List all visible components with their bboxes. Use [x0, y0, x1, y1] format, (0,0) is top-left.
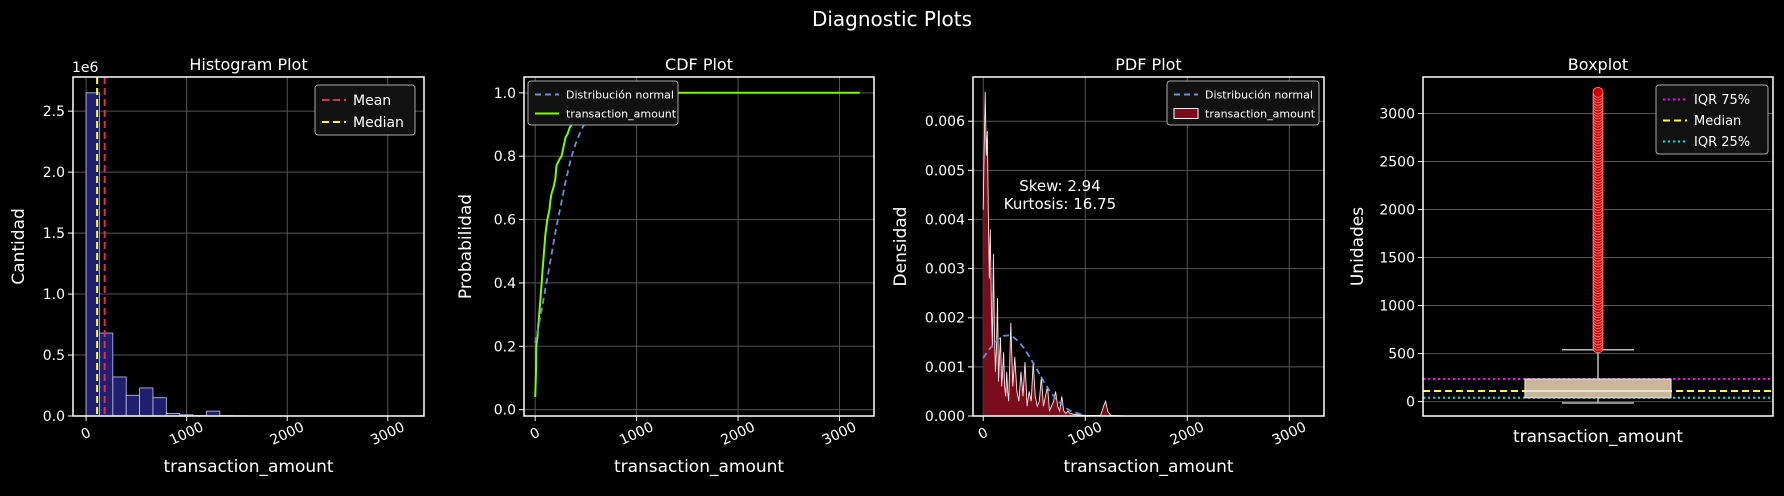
skew-annotation: Skew: 2.94 — [1019, 177, 1101, 195]
y-tick-label: 2.5 — [43, 104, 65, 120]
legend-label: Mean — [353, 93, 391, 109]
y-tick-label: 0.0 — [494, 403, 516, 419]
histogram-bar — [140, 388, 153, 416]
y-tick-label: 0.003 — [925, 262, 965, 278]
x-axis-label: transaction_amount — [1063, 457, 1233, 477]
x-axis-label: transaction_amount — [614, 457, 784, 477]
y-tick-label: 2000 — [1379, 203, 1415, 219]
y-tick-label: 0.4 — [494, 276, 516, 292]
y-tick-label: 0.005 — [925, 163, 965, 179]
y-tick-label: 0.5 — [43, 348, 65, 364]
y-tick-label: 500 — [1388, 347, 1415, 363]
x-tick-label: 3000 — [1270, 419, 1309, 449]
chart-title: Histogram Plot — [189, 55, 307, 74]
y-axis-label: Probabilidad — [456, 194, 476, 299]
axes-frame — [973, 77, 1324, 416]
outlier-point — [1593, 87, 1603, 97]
histogram-bar — [99, 333, 112, 416]
y-axis-label: Densidad — [891, 207, 911, 287]
chart-3: 0 1000 2000 3000 transaction_amount 0.000 0.00… — [891, 55, 1324, 477]
x-axis-label: transaction_amount — [163, 457, 333, 477]
y-tick-label: 1.5 — [43, 226, 65, 242]
legend-label: Median — [353, 115, 404, 131]
y-tick-label: 0.8 — [494, 149, 516, 165]
x-tick-label: 2000 — [268, 419, 307, 449]
y-tick-label: 1500 — [1379, 251, 1415, 267]
y-tick-label: 1.0 — [43, 287, 65, 303]
legend-label: Median — [1694, 114, 1741, 129]
histogram-bar — [126, 395, 139, 416]
y-tick-label: 2.0 — [43, 165, 65, 181]
x-tick-label: 0 — [79, 425, 94, 443]
x-tick-label: 2000 — [719, 419, 758, 449]
y-axis-label: Unidades — [1348, 207, 1368, 286]
legend-label: transaction_amount — [1205, 107, 1316, 120]
legend-label: IQR 75% — [1694, 93, 1750, 108]
axes-frame — [524, 77, 874, 416]
legend-label: Distribución normal — [566, 88, 674, 101]
chart-2: 0 1000 2000 3000 transaction_amount 0.0 0.2 0.4… — [456, 55, 874, 477]
chart-title: CDF Plot — [665, 55, 733, 74]
legend-label: Distribución normal — [1205, 88, 1313, 101]
chart-title: PDF Plot — [1115, 55, 1181, 74]
legend-label: transaction_amount — [566, 107, 677, 120]
y-tick-label: 0.004 — [925, 212, 965, 228]
chart-4: 0 500 1000 1500 2000 2500 3000 Boxplot transacti… — [1348, 55, 1773, 447]
y-tick-label: 3000 — [1379, 106, 1415, 122]
chart-title: Boxplot — [1568, 55, 1628, 74]
y-tick-label: 0.0 — [43, 409, 65, 425]
box-iqr — [1525, 379, 1671, 398]
figure-title: Diagnostic Plots — [812, 7, 972, 31]
y-tick-label: 2500 — [1379, 155, 1415, 171]
x-tick-label: 3000 — [368, 419, 407, 449]
x-axis-label: transaction_amount — [1513, 427, 1683, 447]
x-tick-label: 1000 — [617, 419, 656, 449]
kurtosis-annotation: Kurtosis: 16.75 — [1004, 195, 1116, 213]
y-axis-label: Cantidad — [9, 208, 29, 284]
legend-label: IQR 25% — [1694, 135, 1750, 150]
x-tick-label: 2000 — [1168, 419, 1207, 449]
y-tick-label: 0.000 — [925, 409, 965, 425]
y-tick-label: 0.001 — [925, 360, 965, 376]
x-tick-label: 0 — [976, 425, 991, 443]
offset-text: 1e6 — [72, 60, 99, 76]
y-tick-label: 0 — [1406, 395, 1415, 411]
histogram-bar — [113, 377, 126, 416]
histogram-bar — [153, 398, 166, 416]
y-tick-label: 0.6 — [494, 213, 516, 229]
cdf-line — [535, 93, 860, 397]
y-tick-label: 1.0 — [494, 86, 516, 102]
y-tick-label: 0.2 — [494, 339, 516, 355]
x-tick-label: 0 — [528, 425, 543, 443]
y-tick-label: 1000 — [1379, 299, 1415, 315]
legend-swatch — [1174, 109, 1198, 119]
chart-1: 0 1000 2000 3000 transaction_amount 0.0 0.5 1.0… — [9, 55, 424, 477]
y-tick-label: 0.002 — [925, 311, 965, 327]
x-tick-label: 1000 — [167, 419, 206, 449]
x-tick-label: 1000 — [1066, 419, 1105, 449]
x-tick-label: 3000 — [820, 419, 859, 449]
y-tick-label: 0.006 — [925, 114, 965, 130]
